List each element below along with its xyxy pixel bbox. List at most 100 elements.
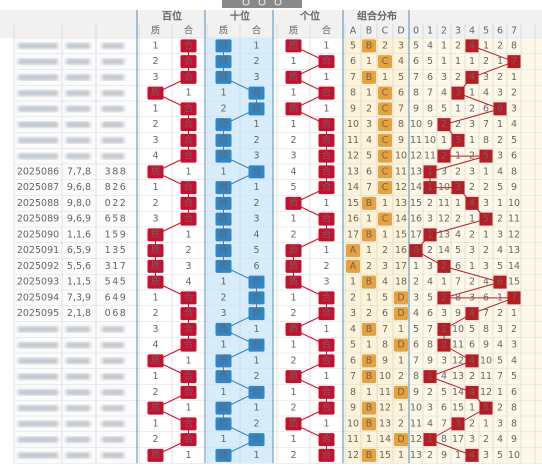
- dist-miss: 4: [483, 277, 489, 288]
- blurred-cell: [18, 137, 58, 144]
- hit-cell: [318, 118, 335, 132]
- hit-cell: [215, 354, 232, 368]
- dist-miss: 8: [511, 403, 517, 414]
- dist-hit-text: 5: [483, 403, 489, 414]
- hit-cell: [318, 212, 335, 226]
- dist-miss: 9: [427, 355, 433, 366]
- combo-hit: [362, 70, 376, 84]
- dist-miss: 15: [452, 403, 464, 414]
- dist-miss: 2: [427, 198, 433, 209]
- combo-miss: 5: [350, 40, 356, 51]
- hit-cell: [147, 228, 164, 242]
- combo-header: D: [397, 26, 404, 37]
- dist-miss: 7: [413, 72, 419, 83]
- miss-count: 2: [290, 450, 296, 461]
- dist-miss: 3: [469, 292, 475, 303]
- draw: 9,6,9: [67, 214, 91, 225]
- blurred-cell: [102, 389, 124, 396]
- dist-miss: 14: [410, 182, 422, 193]
- combo-miss: 9: [382, 355, 388, 366]
- blurred-cell: [66, 58, 90, 65]
- combo-miss: 13: [347, 166, 359, 177]
- dist-hit-text: 2: [441, 324, 447, 335]
- miss-count: 1: [290, 119, 296, 130]
- dist-miss: 3: [441, 308, 447, 319]
- miss-count: 2: [290, 308, 296, 319]
- miss-count: 2: [152, 308, 158, 319]
- dist-miss: 2: [497, 214, 503, 225]
- dist-miss: 4: [455, 229, 461, 240]
- hit-cell: [180, 417, 197, 431]
- blurred-cell: [66, 326, 90, 333]
- combo-hit-text: B: [366, 229, 373, 240]
- hit-text: 合: [184, 307, 194, 319]
- combo-header: C: [382, 26, 389, 37]
- blurred-cell: [102, 452, 124, 459]
- hit-cell: [180, 433, 197, 447]
- number: 545: [105, 277, 128, 288]
- dist-miss: 13: [410, 166, 422, 177]
- combo-hit: [362, 196, 376, 210]
- hit-cell: [318, 307, 335, 321]
- combo-hit: [378, 133, 392, 147]
- number: 159: [105, 229, 128, 240]
- dist-hit: [423, 228, 437, 242]
- dist-header: 3: [455, 26, 461, 37]
- dist-hit: [479, 149, 493, 163]
- miss-count: 3: [220, 308, 226, 319]
- dist-miss: 8: [413, 371, 419, 382]
- combo-miss: 8: [398, 119, 404, 130]
- dist-hit: [465, 39, 479, 53]
- hit-text: 合: [184, 197, 194, 209]
- dist-hit: [437, 338, 451, 352]
- dist-miss: 10: [424, 135, 436, 146]
- dist-miss: 5: [441, 387, 447, 398]
- combo-miss: 8: [350, 88, 356, 99]
- dist-miss: 3: [497, 151, 503, 162]
- hit-cell: [248, 291, 265, 305]
- combo-miss: 10: [379, 371, 391, 382]
- dist-miss: 1: [483, 166, 489, 177]
- dist-hit: [409, 244, 423, 258]
- miss-count: 3: [253, 214, 259, 225]
- hit-cell: [180, 39, 197, 53]
- dist-hit-text: 4: [469, 198, 475, 209]
- hit-cell: [147, 401, 164, 415]
- dist-miss: 13: [438, 229, 450, 240]
- hit-text: 质: [289, 39, 299, 51]
- hit-cell: [318, 354, 335, 368]
- dist-header: 6: [497, 26, 503, 37]
- dist-miss: 2: [427, 245, 433, 256]
- dist-miss: 5: [497, 355, 503, 366]
- hit-text: 合: [252, 102, 262, 114]
- blurred-cell: [102, 153, 124, 160]
- dist-hit: [465, 307, 479, 321]
- hit-cell: [180, 55, 197, 69]
- dist-hit-text: 6: [497, 103, 503, 114]
- dist-miss: 2: [455, 72, 461, 83]
- blurred-cell: [66, 74, 90, 81]
- dist-miss: 9: [511, 182, 517, 193]
- blurred-cell: [102, 436, 124, 443]
- miss-count: 1: [253, 450, 259, 461]
- combo-hit-text: C: [382, 166, 389, 177]
- dist-miss: 1: [441, 56, 447, 67]
- blurred-cell: [102, 420, 124, 427]
- combo-miss: 3: [382, 261, 388, 272]
- miss-count: 2: [290, 355, 296, 366]
- blurred-cell: [102, 121, 124, 128]
- dist-hit: [493, 275, 507, 289]
- dist-miss: 7: [497, 371, 503, 382]
- hit-cell: [318, 448, 335, 462]
- dist-header: 1: [427, 26, 433, 37]
- hit-text: 质: [151, 244, 161, 256]
- combo-hit: [378, 86, 392, 100]
- hit-text: 合: [184, 102, 194, 114]
- dist-hit: [437, 259, 451, 273]
- dist-miss: 3: [441, 355, 447, 366]
- dist-miss: 1: [483, 229, 489, 240]
- miss-count: 2: [253, 198, 259, 209]
- hit-text: 合: [184, 181, 194, 193]
- miss-count: 1: [323, 324, 329, 335]
- hit-text: 质: [219, 449, 229, 461]
